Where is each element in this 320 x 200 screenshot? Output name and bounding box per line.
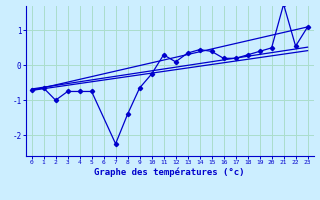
X-axis label: Graphe des températures (°c): Graphe des températures (°c) xyxy=(94,168,245,177)
